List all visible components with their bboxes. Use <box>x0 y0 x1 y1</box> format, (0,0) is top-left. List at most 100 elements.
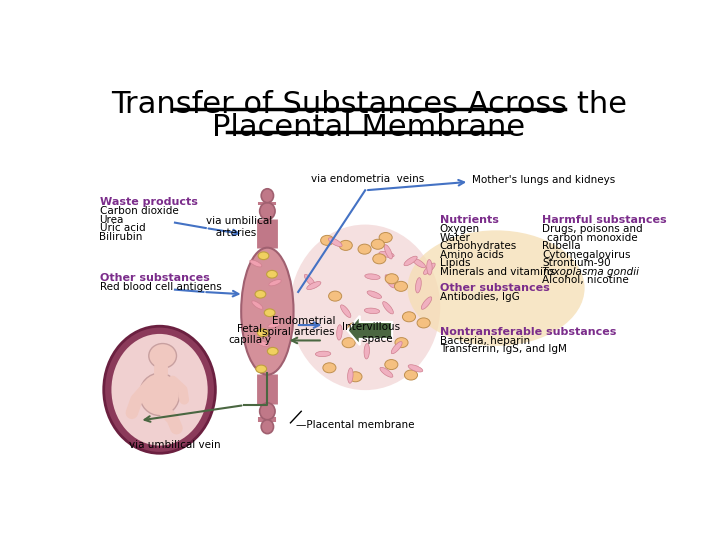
Ellipse shape <box>255 291 266 298</box>
Ellipse shape <box>402 312 415 322</box>
Text: Harmful substances: Harmful substances <box>542 215 667 225</box>
Text: Fetal
capillaʳy: Fetal capillaʳy <box>228 323 271 345</box>
Ellipse shape <box>364 308 379 314</box>
Ellipse shape <box>337 325 342 340</box>
Ellipse shape <box>328 238 342 247</box>
Ellipse shape <box>290 225 440 390</box>
Ellipse shape <box>252 301 263 309</box>
Ellipse shape <box>408 364 423 372</box>
Ellipse shape <box>415 278 421 293</box>
Text: Mother's lungs and kidneys: Mother's lungs and kidneys <box>472 176 616 185</box>
Text: Alcohol, nicotine: Alcohol, nicotine <box>542 275 629 285</box>
Ellipse shape <box>307 281 321 289</box>
Text: Strontium-90: Strontium-90 <box>542 258 611 268</box>
Ellipse shape <box>341 305 351 318</box>
Text: Carbon dioxide: Carbon dioxide <box>99 206 179 217</box>
Ellipse shape <box>391 342 402 354</box>
Text: Waste products: Waste products <box>99 197 197 207</box>
Ellipse shape <box>256 365 266 373</box>
Ellipse shape <box>320 235 334 245</box>
Ellipse shape <box>264 309 275 316</box>
Text: Minerals and vitamins: Minerals and vitamins <box>440 267 555 276</box>
Text: Cytomegalovirus: Cytomegalovirus <box>542 249 631 260</box>
Text: Uric acid: Uric acid <box>99 224 145 233</box>
Ellipse shape <box>104 326 215 453</box>
Text: Toxoplasma gondii: Toxoplasma gondii <box>542 267 639 276</box>
Text: Water: Water <box>440 233 471 242</box>
Ellipse shape <box>258 252 269 260</box>
Ellipse shape <box>267 347 278 355</box>
Ellipse shape <box>256 340 269 347</box>
Ellipse shape <box>348 323 361 333</box>
Ellipse shape <box>395 338 408 348</box>
Ellipse shape <box>385 275 395 288</box>
Ellipse shape <box>413 258 426 268</box>
Ellipse shape <box>260 202 275 220</box>
Ellipse shape <box>405 370 418 380</box>
Text: Antibodies, IgG: Antibodies, IgG <box>440 292 520 302</box>
Ellipse shape <box>260 403 275 420</box>
Ellipse shape <box>266 271 277 278</box>
Ellipse shape <box>315 351 330 356</box>
Text: Placental Membrane: Placental Membrane <box>212 112 526 141</box>
Ellipse shape <box>373 254 386 264</box>
Ellipse shape <box>423 263 435 274</box>
Ellipse shape <box>261 420 274 434</box>
Text: Transferrin, IgS, and IgM: Transferrin, IgS, and IgM <box>440 345 567 354</box>
Ellipse shape <box>250 260 262 267</box>
Ellipse shape <box>395 281 408 292</box>
Ellipse shape <box>364 343 369 359</box>
Text: Amino acids: Amino acids <box>440 249 503 260</box>
Text: Other substances: Other substances <box>99 273 210 283</box>
Text: Other substances: Other substances <box>440 283 549 293</box>
Text: via endometria  veins: via endometria veins <box>311 174 425 184</box>
Ellipse shape <box>348 368 353 383</box>
Ellipse shape <box>269 280 282 286</box>
Ellipse shape <box>261 189 274 202</box>
Text: Drugs, poisons and: Drugs, poisons and <box>542 224 643 234</box>
Ellipse shape <box>404 256 417 266</box>
Ellipse shape <box>384 360 398 369</box>
Ellipse shape <box>305 274 315 287</box>
Text: Carbohydrates: Carbohydrates <box>440 241 517 251</box>
Ellipse shape <box>149 343 176 368</box>
Text: Red blood cell antigens: Red blood cell antigens <box>99 282 221 292</box>
Ellipse shape <box>379 252 394 258</box>
Text: Nontransferable substances: Nontransferable substances <box>440 327 616 336</box>
FancyArrow shape <box>348 316 392 345</box>
Text: Oxygen: Oxygen <box>440 224 480 234</box>
Ellipse shape <box>342 338 355 348</box>
Ellipse shape <box>379 233 392 242</box>
Ellipse shape <box>140 373 179 416</box>
Ellipse shape <box>417 318 430 328</box>
Text: Rubella: Rubella <box>542 241 581 251</box>
Text: via umbilical vein: via umbilical vein <box>129 440 221 450</box>
Ellipse shape <box>257 329 268 336</box>
Text: Bilirubin: Bilirubin <box>99 232 143 242</box>
Ellipse shape <box>112 334 207 445</box>
Text: Nutrients: Nutrients <box>440 215 499 225</box>
Ellipse shape <box>349 372 362 382</box>
Text: Bacteria, heparin: Bacteria, heparin <box>440 336 530 346</box>
Ellipse shape <box>380 367 393 377</box>
Text: —Placental membrane: —Placental membrane <box>296 420 414 430</box>
Ellipse shape <box>241 248 294 375</box>
Ellipse shape <box>384 245 392 259</box>
Text: Endometrial
spiral arteries: Endometrial spiral arteries <box>263 316 335 338</box>
Ellipse shape <box>339 240 352 251</box>
Text: Urea: Urea <box>99 215 124 225</box>
Text: Transfer of Substances Across the: Transfer of Substances Across the <box>111 90 627 119</box>
Ellipse shape <box>372 239 384 249</box>
Ellipse shape <box>358 244 371 254</box>
Ellipse shape <box>323 363 336 373</box>
Text: Lipids: Lipids <box>440 258 470 268</box>
Ellipse shape <box>367 291 382 299</box>
Ellipse shape <box>365 274 380 280</box>
Ellipse shape <box>268 322 281 328</box>
Text: Intervillous
    space: Intervillous space <box>342 322 400 343</box>
Text: carbon monoxide: carbon monoxide <box>547 233 637 242</box>
Ellipse shape <box>408 231 585 346</box>
Text: via umbilical
   arteries: via umbilical arteries <box>206 217 272 238</box>
Ellipse shape <box>383 302 393 314</box>
Ellipse shape <box>427 260 432 275</box>
